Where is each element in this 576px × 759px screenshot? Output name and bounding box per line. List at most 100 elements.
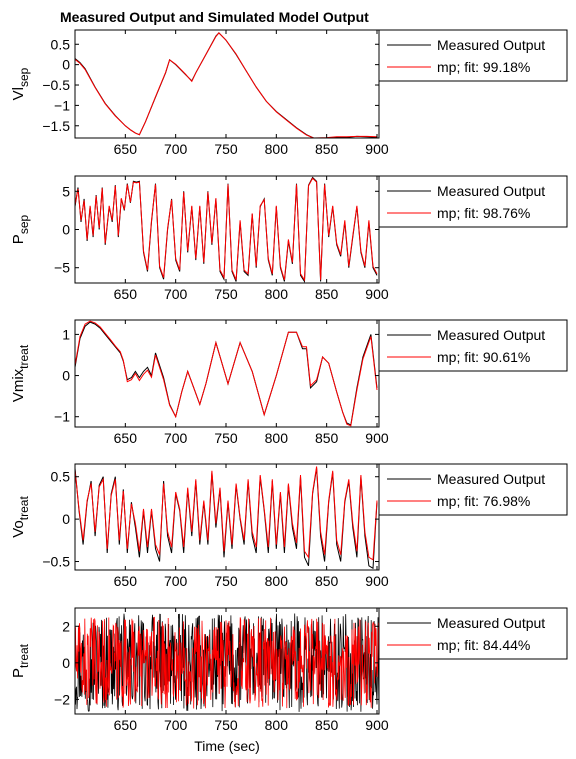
series-line-model — [75, 32, 378, 138]
x-tick-label: 850 — [315, 717, 339, 733]
legend: Measured Output mp; fit: 90.61% — [378, 319, 568, 372]
plot-area — [75, 320, 379, 427]
series-lines — [75, 613, 379, 712]
y-tick-label: 0 — [62, 222, 70, 238]
y-axis-label: Psep — [10, 214, 31, 244]
y-axis-label-subscript: treat — [17, 496, 31, 521]
x-tick-label: 750 — [214, 430, 238, 446]
x-tick-label: 750 — [214, 717, 238, 733]
x-tick-label: 700 — [164, 430, 188, 446]
legend-box — [378, 607, 568, 660]
subplot-4: 650 700 750 800 850 900 −0.5 0 0.5 Votreat Measure… — [10, 463, 568, 589]
y-tick-label: −0.5 — [42, 554, 70, 570]
x-tick-label: 900 — [365, 573, 389, 589]
x-tick-label: 900 — [365, 717, 389, 733]
x-tick-label: 900 — [365, 430, 389, 446]
subplot-5: 650 700 750 800 850 900 −2 0 2 Ptreat Measured Out… — [10, 607, 568, 733]
x-tick-label: 850 — [315, 573, 339, 589]
x-tick-label: 650 — [114, 286, 138, 302]
legend-label: mp; fit: 76.98% — [437, 493, 530, 509]
subplot-2: 650 700 750 800 850 900 −5 0 5 Psep Measured Outpu… — [10, 175, 568, 302]
x-tick-label: 850 — [315, 141, 339, 157]
y-axis-label-subscript: treat — [17, 344, 31, 369]
y-axis-label-main: Vo — [10, 520, 27, 538]
legend-label: Measured Output — [437, 471, 545, 487]
x-tick-label: 700 — [164, 286, 188, 302]
y-axis-label: Vlsep — [10, 67, 31, 100]
series-line-model — [75, 616, 379, 709]
series-line-model — [75, 320, 378, 427]
y-tick-label: −1 — [54, 409, 70, 425]
x-axis-label: Time (sec) — [194, 738, 260, 754]
y-axis-label: Vmixtreat — [10, 344, 31, 402]
x-tick-label: 800 — [265, 717, 289, 733]
x-tick-label: 650 — [114, 430, 138, 446]
x-tick-label: 750 — [214, 573, 238, 589]
legend-box — [378, 463, 568, 516]
axes-box — [74, 319, 380, 428]
legend-label: mp; fit: 90.61% — [437, 349, 530, 365]
figure-title: Measured Output and Simulated Model Outp… — [60, 9, 369, 25]
subplot-3: 650 700 750 800 850 900 −1 0 1 Vmixtreat Measured … — [10, 319, 568, 446]
legend-box — [378, 175, 568, 228]
series-line-model — [75, 177, 378, 282]
y-tick-label: 2 — [62, 618, 70, 634]
plot-area — [75, 30, 379, 138]
x-tick-label: 900 — [365, 286, 389, 302]
x-tick-label: 800 — [265, 573, 289, 589]
y-tick-label: 0.5 — [51, 36, 71, 52]
x-tick-label: 850 — [315, 430, 339, 446]
legend: Measured Output mp; fit: 98.76% — [378, 175, 568, 228]
legend-label: Measured Output — [437, 37, 545, 53]
x-tick-label: 900 — [365, 141, 389, 157]
x-tick-label: 650 — [114, 717, 138, 733]
y-tick-label: −5 — [54, 260, 70, 276]
y-axis-label-main: Vl — [10, 87, 27, 100]
x-tick-label: 650 — [114, 141, 138, 157]
axes-box — [74, 607, 380, 715]
y-axis-label-subscript: treat — [17, 643, 31, 668]
series-lines — [75, 320, 378, 427]
y-axis-label-main: P — [10, 234, 27, 244]
legend-label: Measured Output — [437, 183, 545, 199]
series-lines — [75, 32, 378, 138]
x-tick-label: 800 — [265, 141, 289, 157]
y-tick-label: −0.5 — [42, 77, 70, 93]
x-tick-label: 800 — [265, 430, 289, 446]
y-tick-label: 1 — [62, 326, 70, 342]
y-tick-label: −1 — [54, 97, 70, 113]
legend: Measured Output mp; fit: 76.98% — [378, 463, 568, 516]
y-tick-label: 0 — [62, 57, 70, 73]
legend-box — [378, 29, 568, 82]
legend: Measured Output mp; fit: 99.18% — [378, 29, 568, 82]
y-tick-label: 0 — [62, 511, 70, 527]
axes-box — [74, 463, 380, 571]
y-tick-label: 0 — [62, 655, 70, 671]
x-tick-label: 850 — [315, 286, 339, 302]
legend-label: mp; fit: 84.44% — [437, 637, 530, 653]
plot-area — [75, 176, 379, 283]
y-axis-label-subscript: sep — [17, 67, 31, 87]
y-tick-label: −1.5 — [42, 118, 70, 134]
legend-label: mp; fit: 99.18% — [437, 59, 530, 75]
y-axis-label-subscript: sep — [17, 214, 31, 234]
x-tick-label: 800 — [265, 286, 289, 302]
x-tick-label: 750 — [214, 141, 238, 157]
subplot-1: 650 700 750 800 850 900 −1.5 −1 −0.5 0 0.5 Vlsep Mea… — [10, 29, 568, 157]
x-tick-label: 650 — [114, 573, 138, 589]
legend-label: mp; fit: 98.76% — [437, 205, 530, 221]
y-axis-label-main: P — [10, 668, 27, 678]
legend: Measured Output mp; fit: 84.44% — [378, 607, 568, 660]
axes-box — [74, 29, 380, 139]
legend-label: Measured Output — [437, 615, 545, 631]
series-lines — [75, 466, 378, 570]
y-axis-label: Ptreat — [10, 643, 31, 678]
legend-box — [378, 319, 568, 372]
legend-label: Measured Output — [437, 327, 545, 343]
x-tick-label: 700 — [164, 573, 188, 589]
y-tick-label: 0.5 — [51, 469, 71, 485]
x-tick-label: 700 — [164, 717, 188, 733]
x-tick-label: 700 — [164, 141, 188, 157]
y-axis-label: Votreat — [10, 496, 31, 538]
